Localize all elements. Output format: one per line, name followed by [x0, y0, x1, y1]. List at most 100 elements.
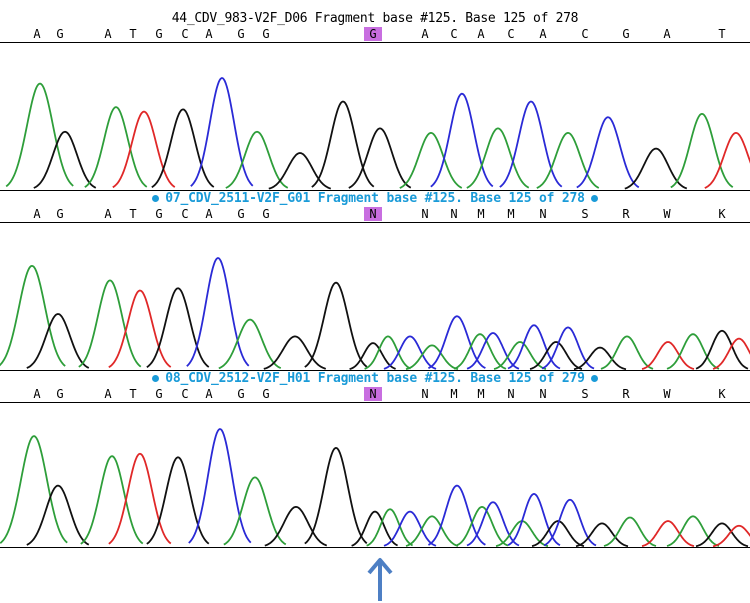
peak-G — [695, 329, 749, 370]
base-call[interactable]: W — [663, 207, 671, 221]
peak-A — [666, 333, 720, 370]
base-call[interactable]: M — [477, 387, 485, 401]
peak-A — [5, 82, 74, 188]
peak-G — [151, 108, 215, 189]
peak-C — [499, 100, 563, 188]
base-call[interactable]: N — [507, 387, 515, 401]
peak-C — [543, 498, 597, 547]
base-call[interactable]: N — [539, 207, 547, 221]
base-call[interactable]: T — [129, 27, 137, 41]
base-call[interactable]: G — [622, 27, 630, 41]
base-call[interactable]: R — [622, 387, 630, 401]
base-call[interactable]: C — [181, 207, 189, 221]
base-call[interactable]: T — [129, 387, 137, 401]
peak-C — [541, 326, 595, 370]
peak-C — [190, 77, 254, 187]
peak-T — [112, 110, 176, 189]
bullet-icon — [152, 375, 160, 382]
base-call[interactable]: K — [718, 387, 726, 401]
base-call[interactable]: R — [622, 207, 630, 221]
base-call[interactable]: G — [237, 207, 245, 221]
base-call[interactable]: C — [507, 27, 515, 41]
base-call[interactable]: N — [421, 207, 429, 221]
base-call[interactable]: A — [477, 27, 485, 41]
base-call[interactable]: A — [104, 207, 112, 221]
peak-G — [304, 281, 368, 368]
peak-A — [453, 333, 507, 370]
selected-base-call[interactable]: N — [364, 207, 382, 221]
base-call[interactable]: G — [56, 207, 64, 221]
peak-A — [603, 516, 657, 547]
base-call[interactable]: G — [155, 27, 163, 41]
peak-C — [427, 484, 486, 546]
base-call[interactable]: G — [56, 387, 64, 401]
peak-C — [383, 510, 437, 547]
peak-C — [427, 315, 486, 370]
up-arrow-icon — [367, 558, 393, 601]
peak-G — [624, 147, 688, 190]
bullet-icon — [152, 195, 160, 202]
base-call[interactable]: A — [539, 27, 547, 41]
peak-A — [78, 279, 142, 368]
base-call[interactable]: G — [237, 387, 245, 401]
base-call[interactable]: S — [581, 387, 589, 401]
base-call[interactable]: A — [33, 207, 41, 221]
base-call[interactable]: N — [539, 387, 547, 401]
track-3-trace-plot — [0, 428, 750, 548]
peak-T — [641, 520, 695, 547]
base-call[interactable]: C — [581, 27, 589, 41]
peak-A — [536, 132, 600, 189]
peak-A — [364, 335, 412, 370]
peak-G — [311, 100, 375, 188]
peak-C — [188, 428, 252, 544]
base-call[interactable]: A — [33, 27, 41, 41]
peak-A — [80, 455, 144, 545]
peak-A — [0, 265, 66, 367]
base-call[interactable]: M — [477, 207, 485, 221]
peak-A — [366, 508, 414, 547]
peak-G — [146, 456, 210, 545]
peak-A — [493, 341, 547, 370]
base-call[interactable]: N — [450, 207, 458, 221]
base-call[interactable]: G — [262, 387, 270, 401]
peak-G — [351, 510, 399, 547]
base-call[interactable]: M — [507, 207, 515, 221]
base-call[interactable]: K — [718, 207, 726, 221]
base-call[interactable]: W — [663, 387, 671, 401]
base-call[interactable]: G — [56, 27, 64, 41]
base-call[interactable]: A — [33, 387, 41, 401]
base-call[interactable]: C — [181, 27, 189, 41]
peak-G — [531, 520, 585, 547]
base-call[interactable]: C — [181, 387, 189, 401]
base-call[interactable]: T — [718, 27, 726, 41]
peak-A — [84, 106, 148, 188]
peak-C — [466, 332, 520, 370]
base-call[interactable]: C — [450, 27, 458, 41]
base-call[interactable]: G — [155, 207, 163, 221]
base-call[interactable]: G — [262, 207, 270, 221]
peak-C — [186, 257, 250, 367]
base-call[interactable]: G — [237, 27, 245, 41]
base-call[interactable]: G — [155, 387, 163, 401]
base-call[interactable]: A — [421, 27, 429, 41]
track-1-title: 44_CDV_983-V2F_D06 Fragment base #125. B… — [171, 11, 579, 26]
base-call[interactable]: A — [205, 27, 213, 41]
selected-base-call[interactable]: G — [364, 27, 382, 41]
base-call[interactable]: A — [205, 207, 213, 221]
base-call[interactable]: M — [450, 387, 458, 401]
selected-base-call[interactable]: N — [364, 387, 382, 401]
base-call[interactable]: G — [262, 27, 270, 41]
base-call[interactable]: A — [104, 387, 112, 401]
base-call[interactable]: A — [205, 387, 213, 401]
track-2-trace-plot — [0, 257, 750, 371]
base-call[interactable]: N — [421, 387, 429, 401]
base-call[interactable]: A — [104, 27, 112, 41]
base-call[interactable]: T — [129, 207, 137, 221]
peak-A — [218, 318, 282, 370]
peak-C — [430, 92, 494, 188]
peak-A — [223, 476, 287, 546]
peak-T — [712, 524, 750, 548]
base-call[interactable]: S — [581, 207, 589, 221]
base-call[interactable]: A — [663, 27, 671, 41]
